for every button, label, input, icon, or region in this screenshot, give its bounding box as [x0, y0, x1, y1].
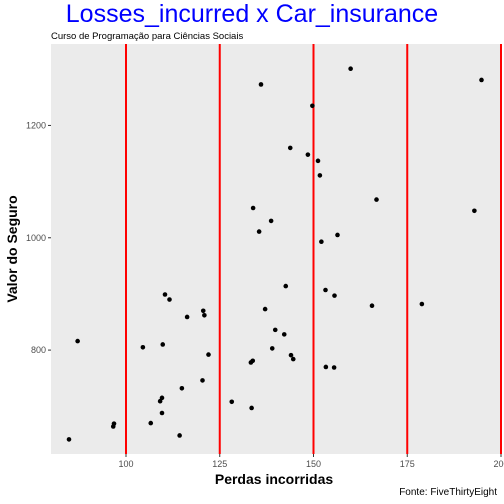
data-point	[369, 303, 375, 309]
data-point	[310, 103, 315, 109]
data-point	[374, 197, 379, 202]
data-point	[419, 301, 425, 307]
data-point	[269, 346, 275, 351]
data-point	[258, 82, 264, 87]
data-point	[202, 312, 207, 318]
data-point	[323, 364, 329, 370]
data-point	[162, 292, 168, 297]
data-point	[140, 344, 146, 350]
data-point	[159, 410, 165, 416]
data-point	[290, 356, 296, 362]
data-points	[66, 66, 484, 442]
x-tick-label: 200	[493, 459, 504, 469]
data-point	[319, 239, 324, 244]
data-point	[200, 308, 206, 314]
data-point	[305, 152, 311, 157]
data-point	[157, 398, 163, 404]
data-point	[111, 421, 117, 426]
data-point	[256, 229, 262, 234]
reference-lines	[125, 44, 502, 454]
chart-caption: Fonte: FiveThirtyEight	[399, 487, 497, 498]
data-point	[262, 306, 268, 312]
data-point	[479, 77, 484, 83]
data-point	[249, 405, 254, 411]
data-point	[184, 314, 190, 320]
data-point	[200, 378, 205, 383]
data-point	[148, 420, 154, 426]
y-axis-ticks: 800 1000 1200	[26, 120, 51, 355]
data-point	[281, 332, 287, 337]
data-point	[335, 232, 340, 238]
data-point	[283, 283, 289, 289]
data-point	[250, 205, 256, 211]
x-axis-title: Perdas incorridas	[215, 471, 333, 487]
data-point	[268, 218, 274, 224]
data-point	[332, 293, 337, 298]
data-point	[315, 158, 321, 164]
data-point	[288, 352, 294, 358]
plot-panel	[51, 44, 501, 454]
y-tick-label: 1200	[26, 120, 46, 130]
data-point	[348, 66, 353, 72]
data-point	[229, 399, 235, 405]
x-tick-label: 100	[118, 459, 133, 469]
data-point	[75, 338, 80, 344]
data-point	[250, 358, 256, 364]
x-tick-label: 175	[400, 459, 415, 469]
data-point	[177, 433, 182, 438]
x-tick-label: 125	[212, 459, 227, 469]
data-point	[317, 173, 323, 178]
data-point	[472, 208, 477, 214]
x-axis-ticks: 100 125 150 175 200	[118, 454, 504, 469]
data-point	[287, 145, 293, 151]
chart-title: Losses_incurred x Car_insurance	[65, 0, 439, 28]
chart-subtitle: Curso de Programação para Ciências Socia…	[51, 31, 244, 42]
data-point	[272, 327, 278, 333]
y-tick-label: 800	[31, 345, 46, 355]
data-point	[206, 352, 211, 357]
x-tick-label: 150	[306, 459, 321, 469]
data-point	[167, 297, 172, 302]
y-axis-title: Valor do Seguro	[4, 195, 20, 302]
data-point	[331, 365, 337, 370]
y-tick-label: 1000	[26, 233, 46, 243]
data-point	[66, 437, 72, 442]
data-point	[323, 287, 328, 293]
data-point	[159, 395, 165, 401]
data-point	[160, 342, 166, 347]
data-point	[179, 385, 185, 391]
